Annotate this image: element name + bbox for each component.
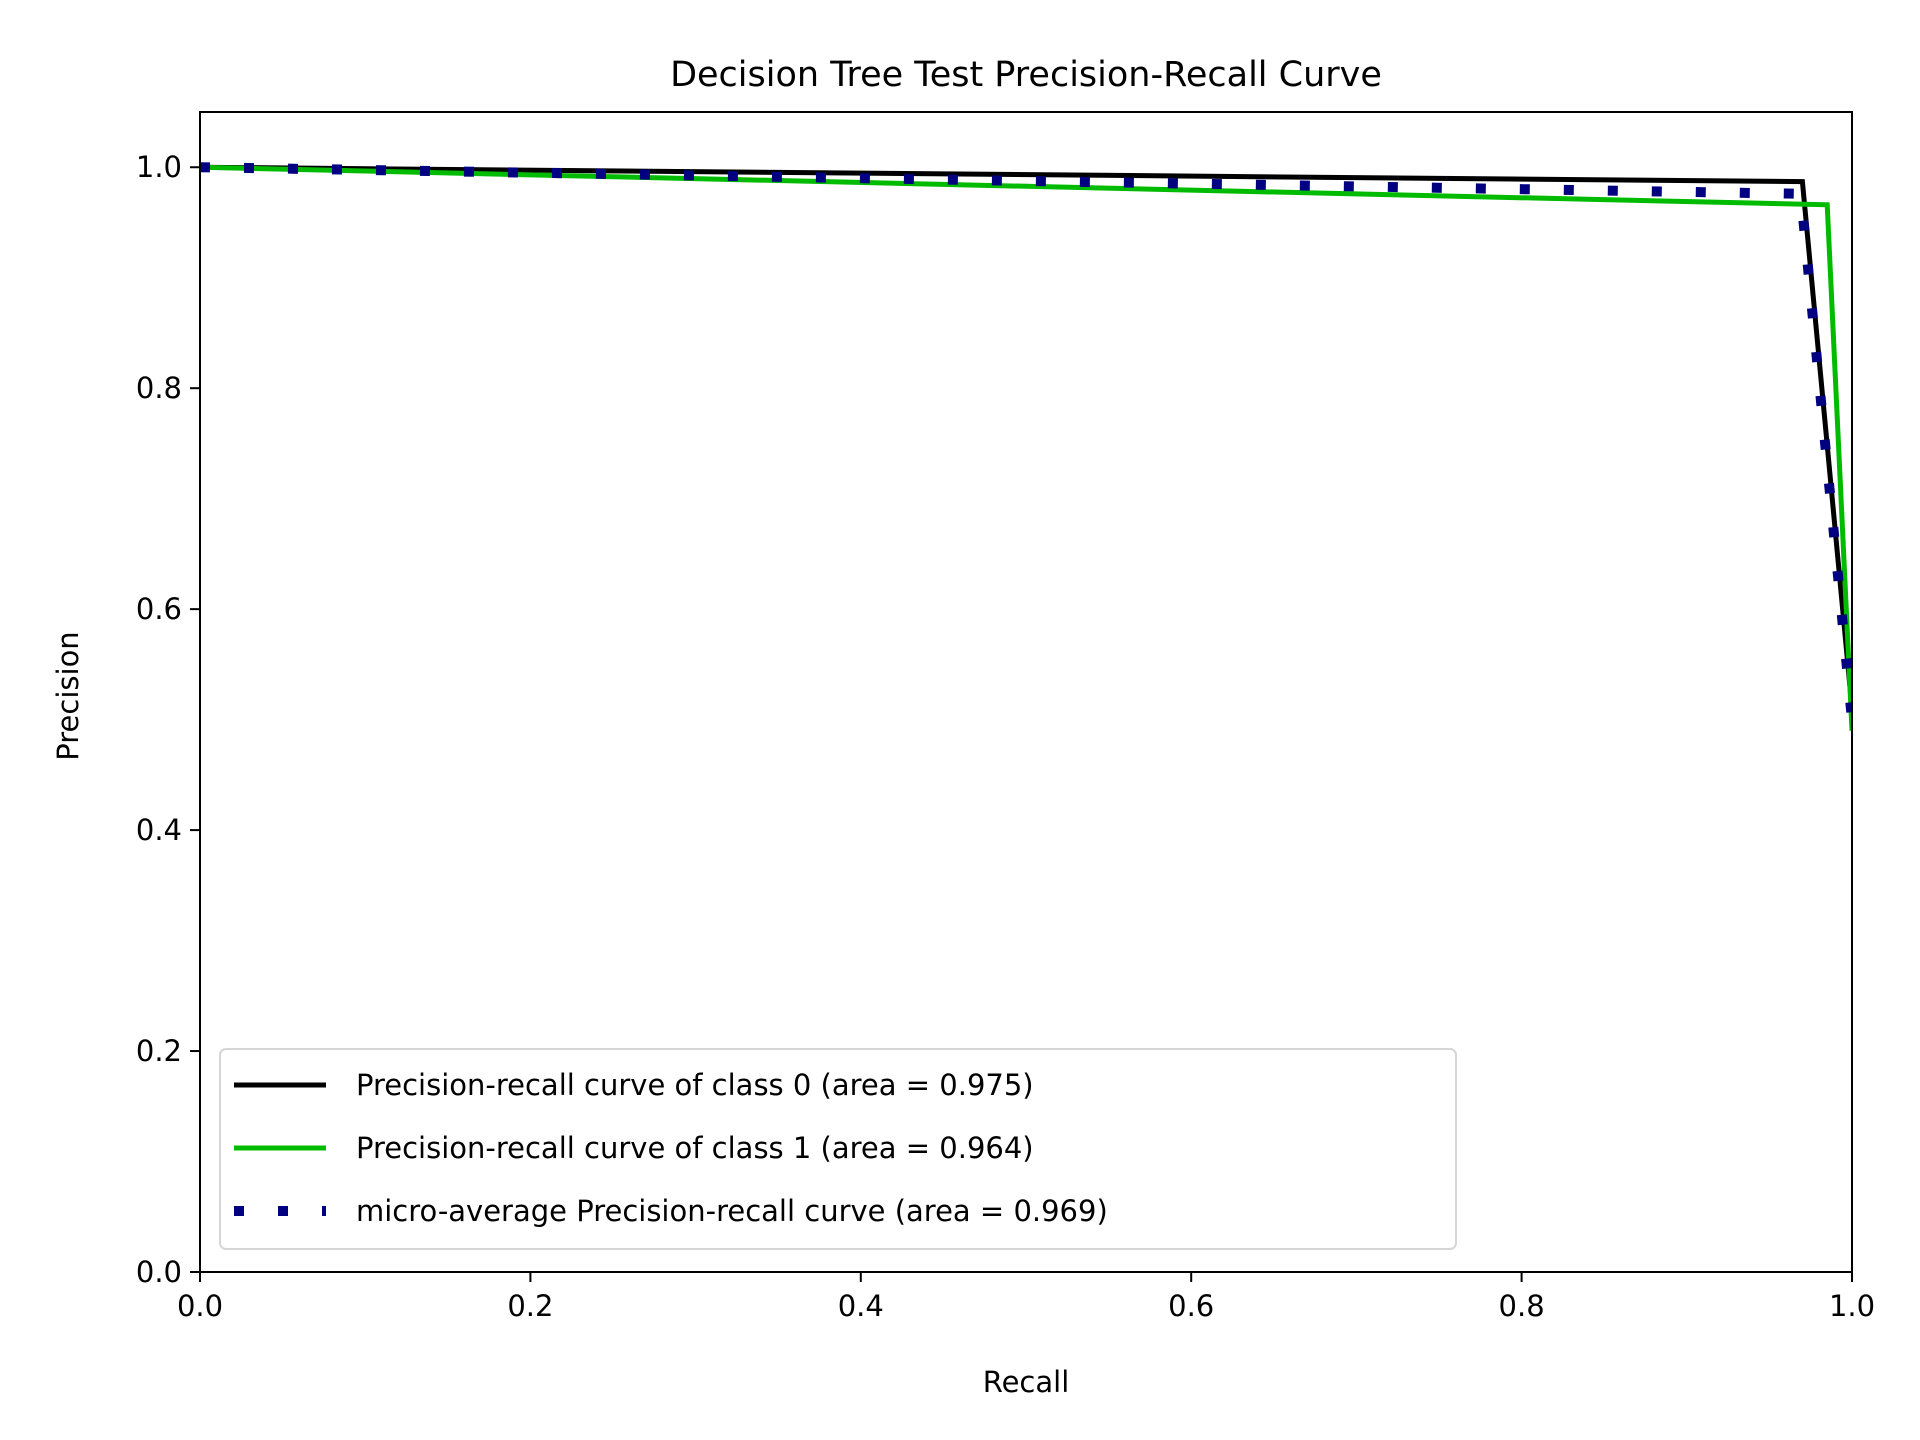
- x-tick-label: 0.8: [1499, 1289, 1545, 1323]
- x-tick-label: 0.0: [177, 1289, 223, 1323]
- series-group: [200, 162, 1852, 731]
- series-line-1: [200, 164, 1852, 731]
- legend-label-2: micro-average Precision-recall curve (ar…: [356, 1194, 1108, 1228]
- legend-frame: [219, 1048, 1457, 1250]
- y-tick-label: 0.0: [136, 1255, 182, 1289]
- x-tick-label: 1.0: [1829, 1289, 1875, 1323]
- y-tick-label: 0.4: [136, 813, 182, 847]
- legend-label-0: Precision-recall curve of class 0 (area …: [356, 1068, 1034, 1102]
- x-tick-label: 0.2: [507, 1289, 553, 1323]
- axes-frame: [199, 111, 1853, 1273]
- series-line-2: [200, 162, 1852, 721]
- y-tick-label: 0.8: [136, 371, 182, 405]
- y-axis-label: Precision: [51, 631, 85, 760]
- legend-label-1: Precision-recall curve of class 1 (area …: [356, 1131, 1034, 1165]
- x-tick-label: 0.6: [1168, 1289, 1214, 1323]
- x-tick-label: 0.4: [838, 1289, 884, 1323]
- y-tick-label: 0.2: [136, 1034, 182, 1068]
- y-tick-label: 1.0: [136, 150, 182, 184]
- y-tick-label: 0.6: [136, 592, 182, 626]
- x-axis-label: Recall: [983, 1365, 1070, 1399]
- plot-area: 0.0 0.2 0.4 0.6 0.8 1.0 0.0 0.2 0.4 0.6 0.8 1.0: [136, 111, 1875, 1323]
- legend: Precision-recall curve of class 0 (area …: [219, 1048, 1457, 1250]
- chart-title: Decision Tree Test Precision-Recall Curv…: [670, 55, 1382, 95]
